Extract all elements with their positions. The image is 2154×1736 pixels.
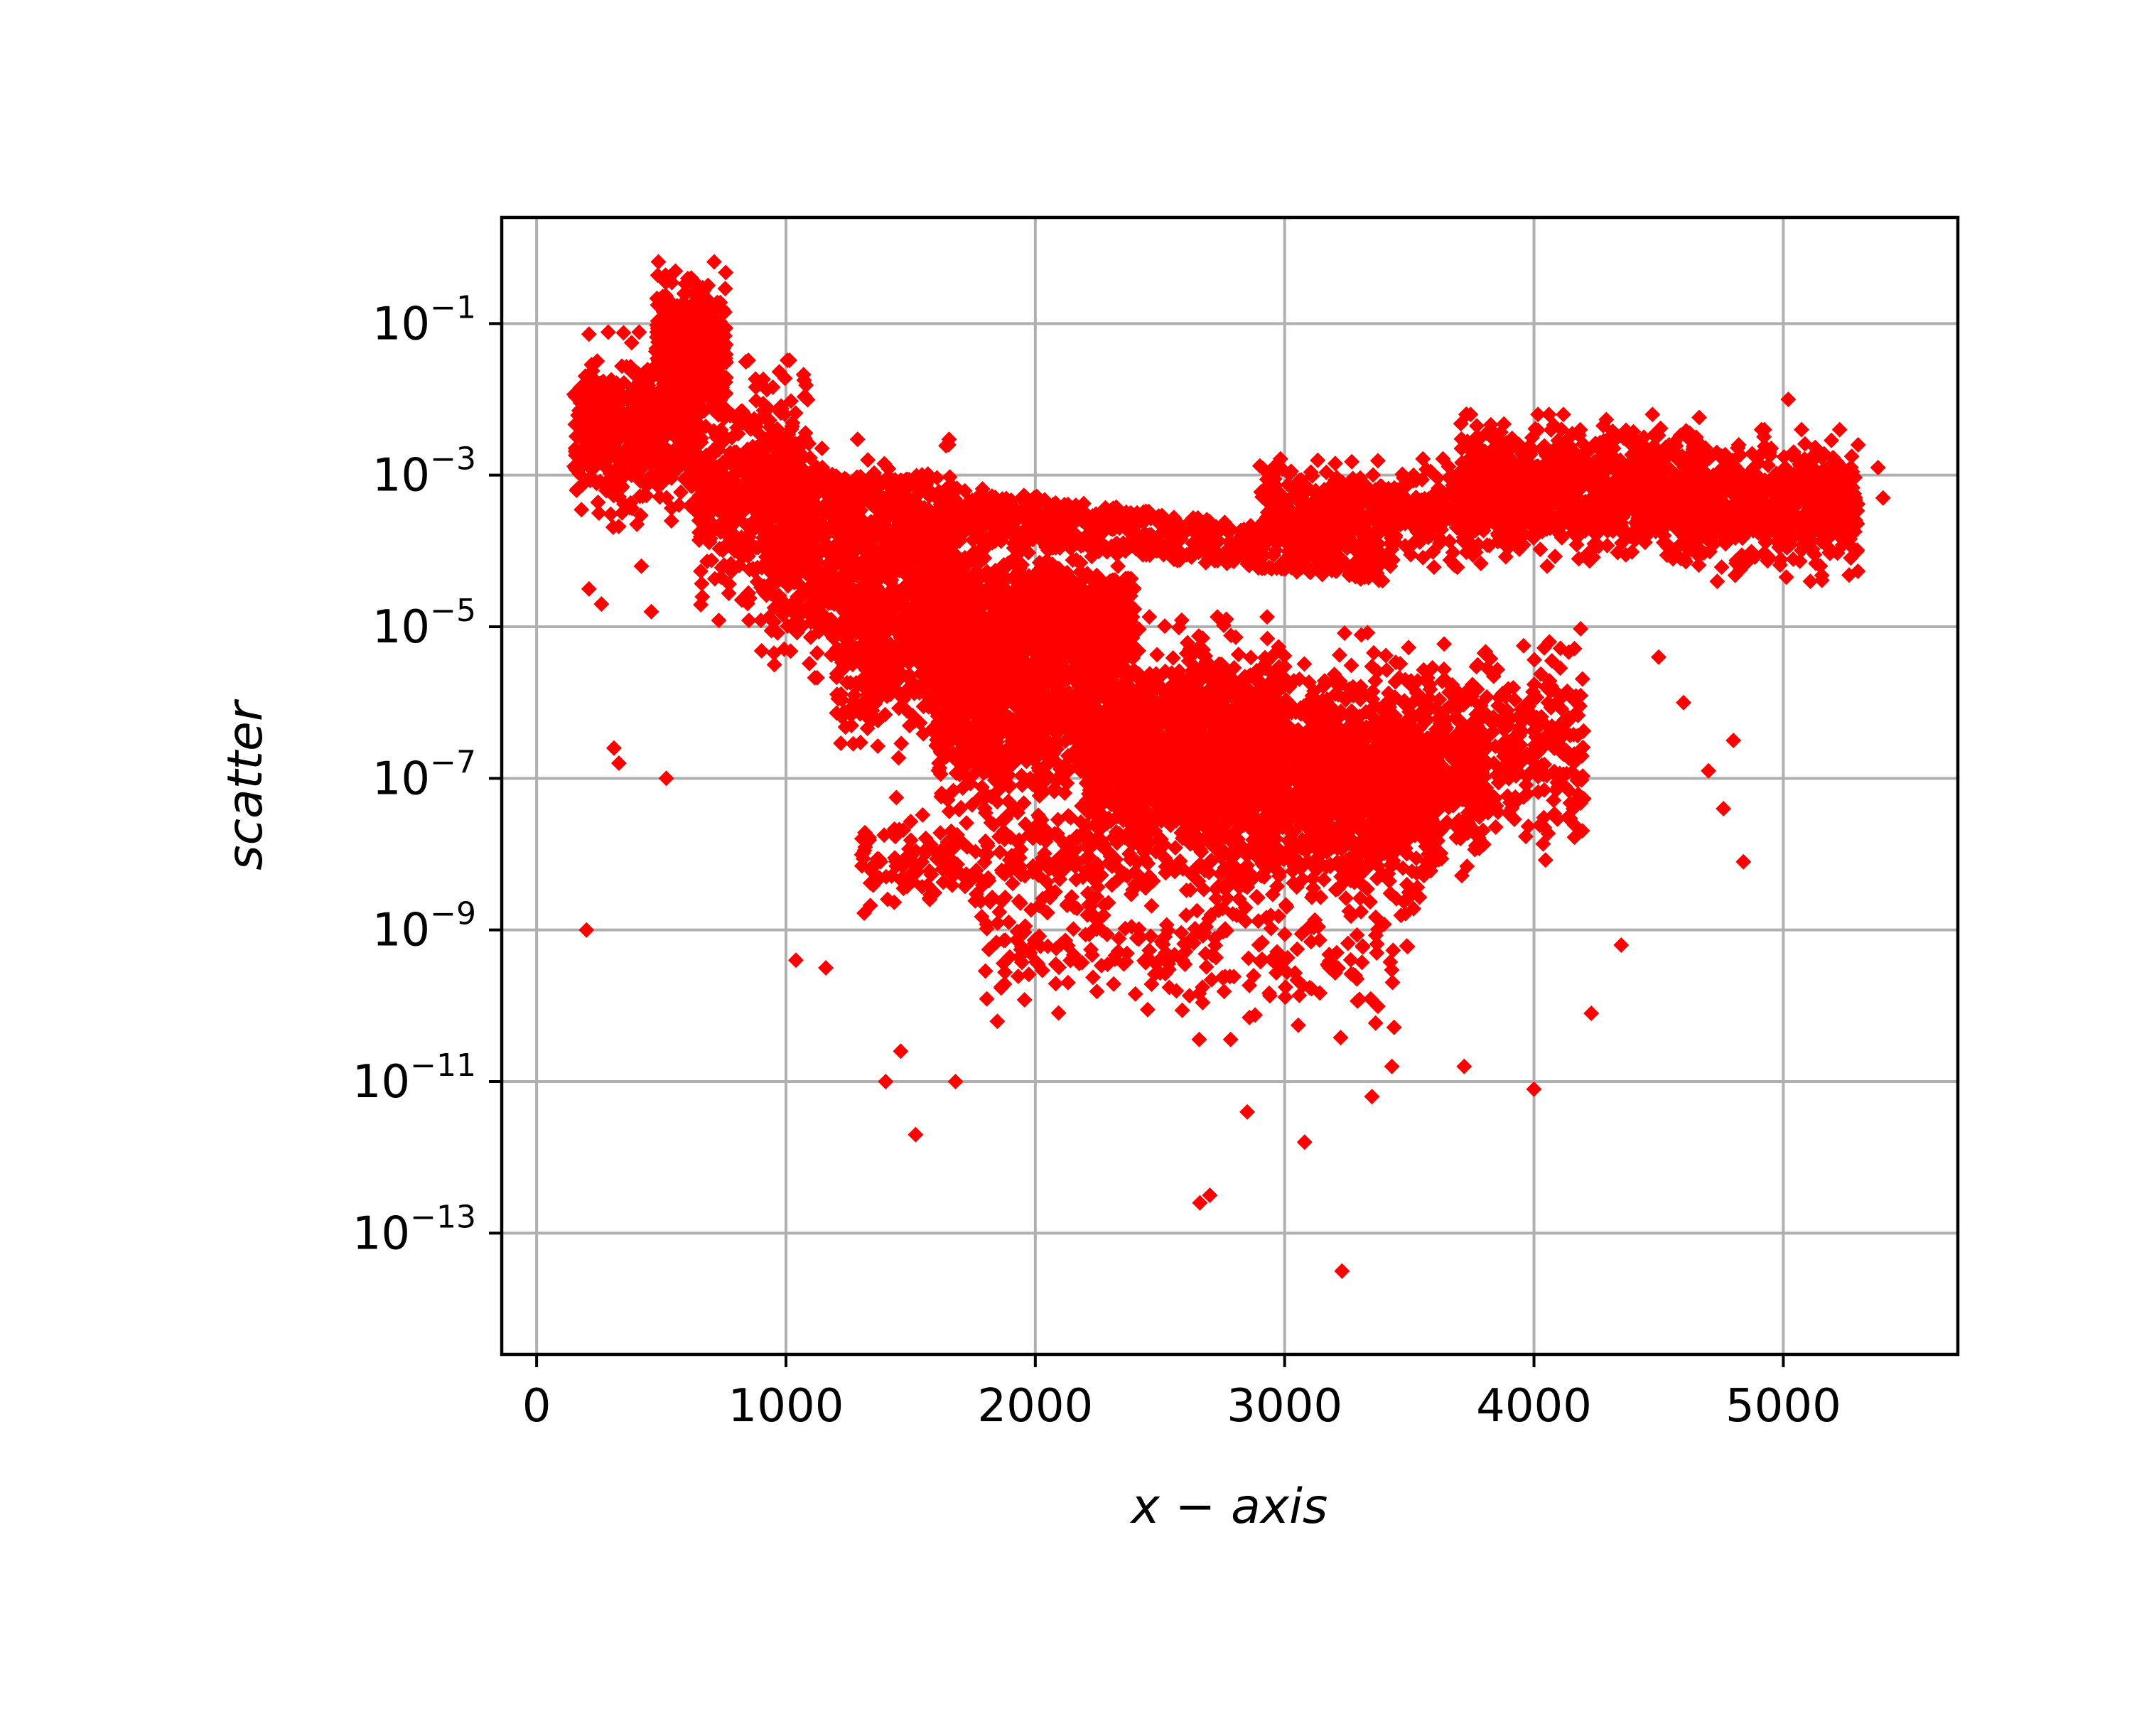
scatter-point	[668, 440, 684, 456]
scatter-point	[632, 446, 648, 463]
scatter-point	[581, 326, 597, 343]
scatter-point	[717, 281, 733, 297]
scatter-point	[635, 488, 651, 505]
scatter-point	[603, 506, 619, 522]
scatter-point	[571, 381, 588, 397]
scatter-point	[569, 444, 585, 460]
scatter-point	[581, 433, 598, 450]
scatter-point	[623, 335, 640, 351]
scatter-point	[631, 324, 647, 340]
scatter-point	[583, 469, 599, 485]
scatter-point	[573, 502, 590, 518]
scatter-point	[600, 450, 616, 466]
scatter-point	[578, 452, 595, 468]
scatter-point	[634, 375, 650, 392]
scatter-point	[628, 429, 644, 446]
scatter-point	[654, 475, 670, 492]
scatter-point	[671, 497, 687, 513]
scatter-point	[673, 484, 689, 500]
scatter-point	[667, 425, 683, 441]
scatter-point	[615, 325, 632, 341]
scatter-point	[597, 426, 613, 441]
scatter-point	[652, 406, 668, 422]
scatter-point	[635, 417, 652, 433]
scatter-point	[718, 264, 734, 281]
scatter-point	[640, 437, 655, 453]
scatter-point	[614, 358, 630, 374]
scatter-point	[673, 453, 689, 469]
data-points	[566, 254, 1891, 1279]
scatter-point	[615, 374, 632, 391]
scatter-point	[635, 391, 652, 407]
scatter-point	[578, 412, 594, 428]
scatter-point	[658, 490, 674, 506]
scatter-point	[619, 389, 635, 405]
scatter-point	[623, 495, 639, 511]
scatter-point	[608, 442, 624, 458]
scatter-point	[676, 471, 692, 487]
scatter-point	[650, 254, 667, 270]
scatter-point	[610, 518, 627, 534]
scatter-point	[663, 513, 679, 529]
scatter-point	[659, 458, 676, 474]
scatter-point	[629, 516, 645, 532]
scatter-point	[610, 458, 627, 475]
scatter-point	[611, 489, 628, 505]
scatter-point	[572, 426, 588, 442]
scatter-point	[590, 494, 606, 510]
scatter-point	[599, 482, 615, 498]
scatter-point	[600, 324, 616, 340]
scatter-point	[583, 357, 600, 373]
